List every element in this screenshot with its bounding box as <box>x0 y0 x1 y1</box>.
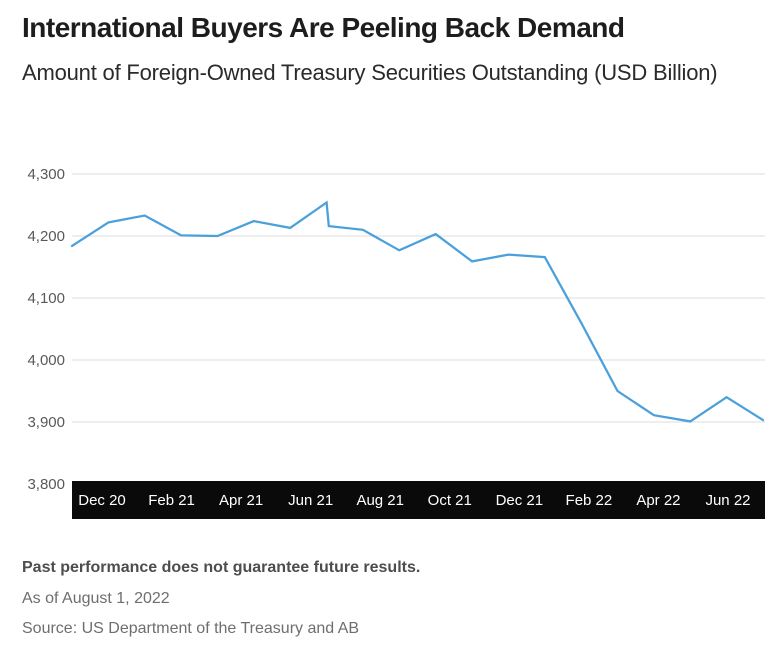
disclaimer-text: Past performance does not guarantee futu… <box>22 559 421 576</box>
x-axis-band <box>72 481 765 519</box>
data-line <box>70 200 765 423</box>
y-axis-tick-label: 4,300 <box>27 166 65 183</box>
x-axis-tick-label: Dec 20 <box>78 492 126 509</box>
x-axis-tick-label: Apr 21 <box>219 492 263 509</box>
x-axis-tick-label: Dec 21 <box>496 492 544 509</box>
y-axis-tick-label: 4,200 <box>27 228 65 245</box>
chart-subtitle: Amount of Foreign-Owned Treasury Securit… <box>22 60 718 85</box>
x-axis-tick-label: Jun 22 <box>705 492 750 509</box>
y-axis-tick-label: 3,900 <box>27 414 65 431</box>
x-axis-tick-label: Aug 21 <box>356 492 404 509</box>
y-axis-tick-label: 4,100 <box>27 290 65 307</box>
source-text: Source: US Department of the Treasury an… <box>22 620 360 637</box>
x-axis-tick-label: Oct 21 <box>428 492 472 509</box>
y-axis-tick-label: 4,000 <box>27 352 65 369</box>
x-axis-tick-label: Jun 21 <box>288 492 333 509</box>
as-of-date: As of August 1, 2022 <box>22 590 170 607</box>
chart-title: International Buyers Are Peeling Back De… <box>22 12 625 43</box>
chart-canvas: 4,300 4,200 4,100 4,000 3,900 3,800 Dec 20 Feb … <box>27 166 765 519</box>
line-chart: 4,300 4,200 4,100 4,000 3,900 3,800 Dec 20 Feb … <box>0 155 780 530</box>
x-axis-tick-label: Apr 22 <box>636 492 680 509</box>
x-axis-tick-label: Feb 22 <box>566 492 613 509</box>
y-axis-tick-label: 3,800 <box>27 476 65 493</box>
x-axis-tick-label: Feb 21 <box>148 492 195 509</box>
